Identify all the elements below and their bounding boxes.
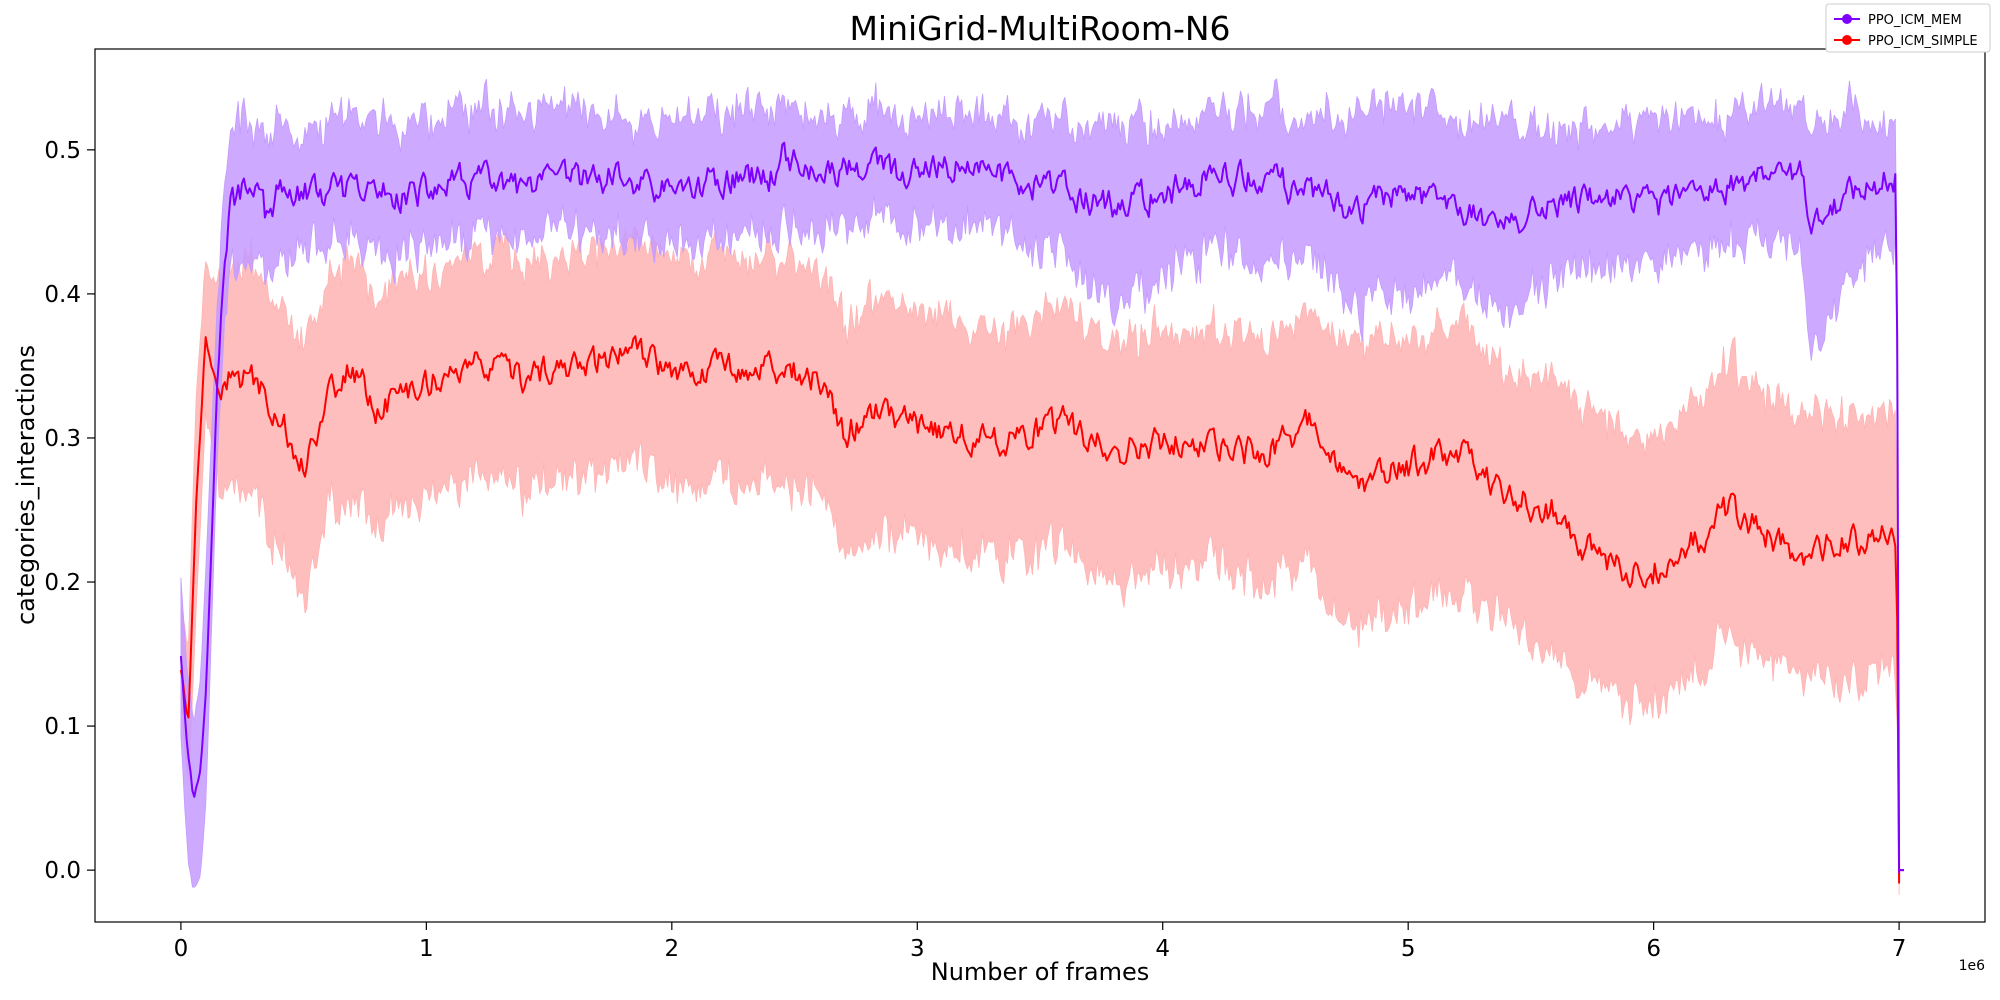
legend-marker-ppo-icm-mem — [1842, 14, 1852, 24]
y-tick-label: 0.1 — [44, 714, 81, 740]
legend-label-ppo-icm-mem: PPO_ICM_MEM — [1868, 13, 1962, 28]
x-tick-label: 2 — [664, 936, 679, 962]
x-axis-label: Number of frames — [931, 958, 1149, 986]
line-ppo-icm-mem — [179, 141, 1904, 874]
legend-marker-ppo-icm-simple — [1842, 35, 1852, 45]
x-tick-label: 3 — [910, 936, 925, 962]
y-tick-label: 0.4 — [44, 282, 81, 308]
line-ppo-icm-simple — [179, 335, 1904, 884]
y-tick-label: 0.3 — [44, 426, 81, 452]
plot-area-frame — [94, 48, 1986, 923]
y-tick-label: 0.2 — [44, 570, 81, 596]
x-tick-label: 1 — [419, 936, 434, 962]
y-axis: 0.0 0.1 0.2 0.3 0.4 0.5 — [44, 138, 95, 884]
legend-entry-ppo-icm-simple: PPO_ICM_SIMPLE — [1834, 34, 1978, 49]
x-tick-label: 5 — [1401, 936, 1416, 962]
legend: PPO_ICM_MEM PPO_ICM_SIMPLE — [1825, 3, 1991, 53]
series-lines — [179, 141, 1904, 884]
x-tick-label: 6 — [1646, 936, 1661, 962]
legend-entry-ppo-icm-mem: PPO_ICM_MEM — [1834, 13, 1962, 28]
x-tick-label: 7 — [1892, 936, 1907, 962]
x-tick-label: 0 — [174, 936, 189, 962]
legend-box — [1825, 3, 1991, 53]
band-ppo-icm-simple — [180, 225, 1900, 895]
y-tick-label: 0.0 — [44, 858, 81, 884]
y-axis-label: categories_interactions — [12, 345, 40, 625]
x-tick-label: 4 — [1155, 936, 1170, 962]
x-axis-offset-label: 1e6 — [1959, 958, 1986, 974]
y-tick-label: 0.5 — [44, 138, 81, 164]
x-axis: 0 1 2 3 4 5 6 7 — [174, 922, 1907, 962]
chart-title: MiniGrid-MultiRoom-N6 — [849, 9, 1230, 48]
legend-label-ppo-icm-simple: PPO_ICM_SIMPLE — [1868, 34, 1978, 49]
